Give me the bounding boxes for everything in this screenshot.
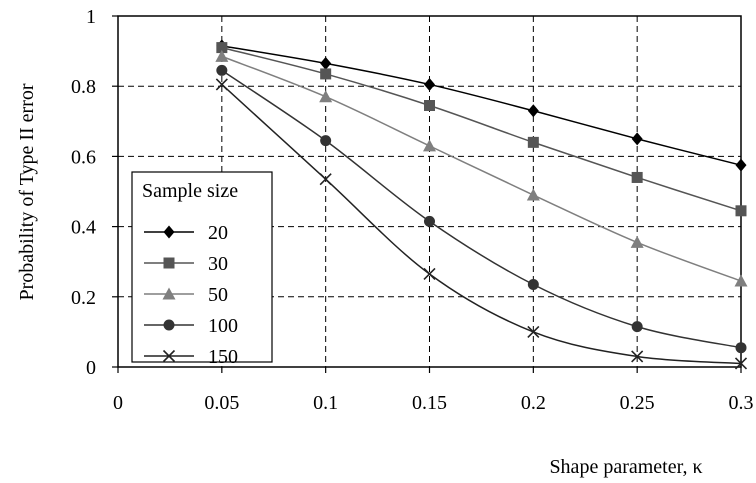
legend-title: Sample size <box>142 180 238 202</box>
marker-stroke <box>423 267 436 281</box>
marker-stroke <box>319 173 332 186</box>
series-30 <box>216 42 747 217</box>
data-point <box>319 90 333 103</box>
y-tick-label: 0.4 <box>71 217 96 239</box>
data-point <box>527 136 539 148</box>
x-tick-label: 0.1 <box>313 392 338 414</box>
series-line <box>221 46 742 212</box>
marker-stroke <box>527 325 540 338</box>
data-point <box>320 135 332 147</box>
series-100 <box>216 64 747 354</box>
legend-marker <box>163 257 175 269</box>
y-axis-title: Probability of Type II error <box>16 83 38 300</box>
legend-marker <box>163 225 175 239</box>
y-tick-label: 1 <box>86 6 96 28</box>
data-point <box>215 49 229 62</box>
data-point <box>735 158 747 172</box>
data-point <box>527 104 539 118</box>
data-point <box>216 42 228 54</box>
data-point <box>424 215 435 227</box>
legend-label: 100 <box>208 315 238 337</box>
x-tick-label: 0.25 <box>620 392 655 414</box>
series-150 <box>215 78 748 370</box>
y-tick-label: 0 <box>86 357 96 379</box>
data-point <box>527 279 539 291</box>
legend-item: 50 <box>144 284 228 306</box>
data-point <box>319 173 332 186</box>
legend-item: 20 <box>144 222 228 244</box>
data-point <box>423 267 436 281</box>
data-point <box>424 100 435 112</box>
marker-stroke <box>631 350 644 363</box>
data-point <box>424 77 435 91</box>
x-tick-label: 0.3 <box>729 392 754 414</box>
legend-label: 20 <box>208 222 228 244</box>
x-axis-title: Shape parameter, κ <box>549 456 702 478</box>
data-point <box>631 321 643 333</box>
legend-item: 30 <box>144 253 228 275</box>
data-point <box>320 68 332 80</box>
y-tick-label: 0.2 <box>71 287 96 309</box>
series-50 <box>215 49 748 287</box>
legend: Sample size 20 30 50 100 150 <box>131 171 273 368</box>
data-point <box>320 56 332 70</box>
data-point <box>734 274 748 287</box>
data-point <box>423 139 436 152</box>
series-line <box>221 69 742 349</box>
legend-marker <box>163 319 175 331</box>
y-tick-label: 0.6 <box>71 146 96 168</box>
data-point <box>631 350 644 363</box>
x-tick-label: 0.15 <box>412 392 447 414</box>
legend-item: 100 <box>144 315 238 337</box>
data-point <box>630 235 644 248</box>
legend-marker <box>162 349 176 363</box>
data-point <box>735 342 747 354</box>
data-point <box>735 205 747 217</box>
legend-label: 50 <box>208 284 228 306</box>
data-point <box>215 78 228 91</box>
data-point <box>631 171 643 183</box>
data-point <box>631 132 643 146</box>
legend-marker <box>162 287 176 300</box>
data-point <box>526 188 540 201</box>
y-tick-label: 0.8 <box>71 76 96 98</box>
series-20 <box>216 39 747 172</box>
data-point <box>527 325 540 338</box>
legend-box <box>131 171 273 363</box>
series-line <box>221 83 742 365</box>
marker-stroke <box>734 357 748 370</box>
data-point <box>216 64 228 76</box>
data-point <box>734 357 748 370</box>
axis-ticks: 0 0.05 0.1 0.15 0.2 0.25 0.3 0 0.2 0.4 0.6 0.8 1 <box>71 6 754 414</box>
series-layer <box>215 39 748 370</box>
legend-label: 150 <box>208 346 238 368</box>
x-tick-label: 0.05 <box>204 392 239 414</box>
legend-label: 30 <box>208 253 228 275</box>
marker-stroke <box>162 349 176 363</box>
series-line <box>221 55 742 282</box>
series-line <box>221 45 742 166</box>
marker-stroke <box>215 78 228 91</box>
x-tick-label: 0 <box>113 392 123 414</box>
legend-item: 150 <box>144 346 238 368</box>
x-tick-label: 0.2 <box>521 392 546 414</box>
